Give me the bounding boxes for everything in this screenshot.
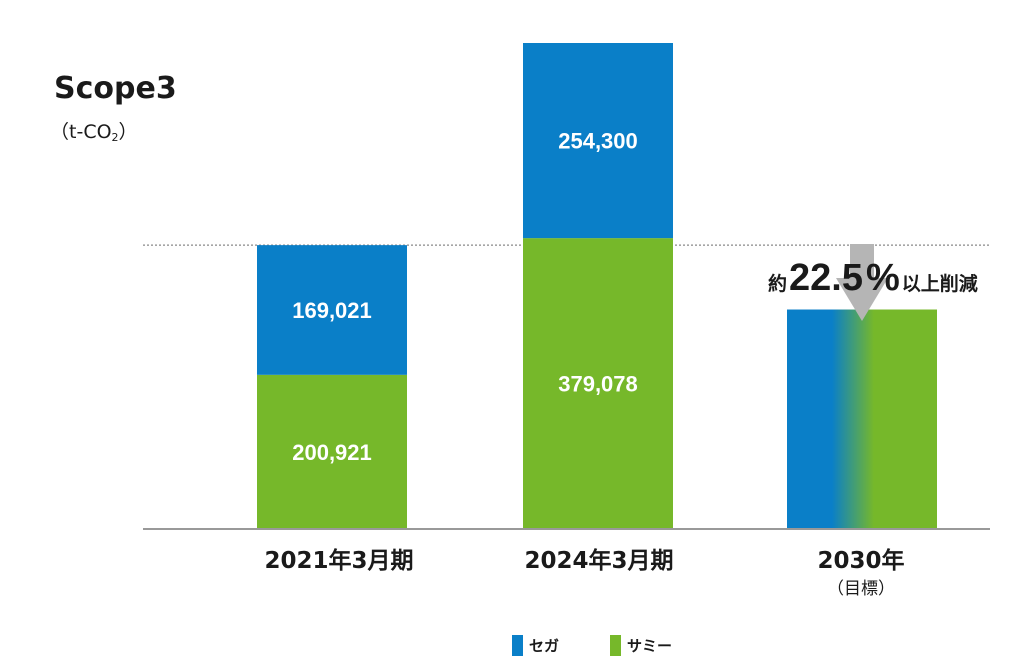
bars-group: 200,921 169,021 379,078 254,300	[257, 43, 937, 529]
bar-sega-2024	[523, 43, 673, 239]
bar-target-2030	[787, 309, 937, 529]
annotation-percent: %	[866, 257, 900, 299]
legend-label-sega: セガ	[529, 637, 559, 655]
annotation-suffix: 以上削減	[902, 272, 978, 295]
value-label-sega-2021: 169,021	[292, 298, 372, 323]
annotation-value: 22.5	[789, 257, 863, 299]
bar-sammy-2021	[257, 374, 407, 529]
bar-sega-2021	[257, 245, 407, 375]
value-label-sammy-2024: 379,078	[558, 372, 638, 397]
category-label-2024: 2024年3月期	[524, 547, 673, 574]
legend-label-sammy: サミー	[627, 637, 672, 655]
unit-subscript: 2	[112, 131, 119, 144]
bar-sammy-2024	[523, 238, 673, 529]
chart-title: Scope3	[54, 71, 177, 106]
reduction-annotation: 約22.5% 以上削減	[768, 257, 978, 299]
value-label-sega-2024: 254,300	[558, 129, 638, 154]
annotation-prefix: 約	[768, 272, 787, 295]
legend-swatch-sammy	[610, 635, 621, 656]
legend: セガ サミー	[512, 635, 672, 656]
unit-label: （t-CO2）	[50, 121, 138, 144]
legend-swatch-sega	[512, 635, 523, 656]
value-label-sammy-2021: 200,921	[292, 440, 372, 465]
unit-main: t-CO	[69, 121, 112, 143]
down-arrow-icon	[836, 244, 888, 321]
category-label-2030: 2030年	[817, 547, 904, 574]
category-sublabel-2030: （目標）	[827, 579, 895, 599]
category-label-2021: 2021年3月期	[264, 547, 413, 574]
